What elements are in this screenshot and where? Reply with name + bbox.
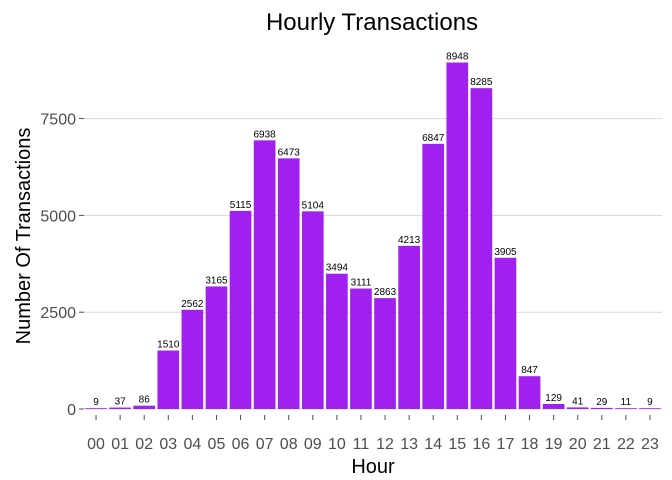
x-tick-label: 13 xyxy=(400,436,418,453)
data-label: 11 xyxy=(621,397,632,408)
x-axis-title: Hour xyxy=(351,456,395,478)
data-label: 37 xyxy=(115,397,127,408)
data-label: 2562 xyxy=(181,299,204,310)
bar xyxy=(205,286,228,409)
data-label: 2863 xyxy=(374,287,397,298)
x-tick-label: 17 xyxy=(497,436,515,453)
bar xyxy=(542,404,565,409)
data-label: 9 xyxy=(647,397,653,408)
x-tick-label: 09 xyxy=(304,436,322,453)
y-axis-title: Number Of Transactions xyxy=(13,128,35,345)
chart-title: Hourly Transactions xyxy=(266,9,478,36)
x-tick-label: 04 xyxy=(183,436,201,453)
y-axis: 0 2500 5000 7500 xyxy=(40,112,84,419)
data-label: 129 xyxy=(545,393,562,404)
x-tick-label: 16 xyxy=(472,436,490,453)
bar xyxy=(181,309,204,409)
data-label: 1510 xyxy=(157,340,180,351)
x-tick-label: 19 xyxy=(545,436,563,453)
bar xyxy=(470,88,493,409)
gridlines xyxy=(84,118,662,410)
x-tick-label: 21 xyxy=(593,436,611,453)
x-tick-label: 01 xyxy=(111,436,129,453)
bar xyxy=(157,350,180,409)
bar xyxy=(85,408,107,409)
x-tick-label: 05 xyxy=(208,436,226,453)
x-tick-label: 03 xyxy=(159,436,177,453)
data-label: 6473 xyxy=(278,147,301,158)
x-tick-label: 23 xyxy=(641,436,659,453)
bar xyxy=(518,376,541,409)
x-axis: 00 01 02 03 04 05 06 07 08 09 10 11 12 13 14 15 16 17 18 19… xyxy=(87,415,659,453)
x-tick-label: 02 xyxy=(135,436,153,453)
x-tick-label: 11 xyxy=(353,436,370,453)
data-label: 9 xyxy=(93,397,99,408)
data-label: 4213 xyxy=(398,235,421,246)
bars xyxy=(85,62,661,410)
y-tick-label: 2500 xyxy=(40,305,76,322)
x-tick-label: 12 xyxy=(376,436,394,453)
y-tick-label: 7500 xyxy=(40,112,76,129)
data-label: 3905 xyxy=(494,247,517,258)
data-label: 86 xyxy=(139,395,151,406)
data-label: 3165 xyxy=(205,275,228,286)
bar xyxy=(615,408,637,409)
x-tick-label: 10 xyxy=(328,436,346,453)
data-label: 6938 xyxy=(254,129,277,140)
bar xyxy=(229,210,252,409)
bar xyxy=(566,407,589,409)
bar xyxy=(446,62,469,409)
x-tick-label: 15 xyxy=(448,436,466,453)
bar xyxy=(422,143,445,410)
x-tick-label: 20 xyxy=(569,436,587,453)
x-tick-label: 06 xyxy=(232,436,250,453)
data-label: 5104 xyxy=(302,200,325,211)
data-label: 6847 xyxy=(422,133,445,144)
y-tick-label: 0 xyxy=(67,402,76,419)
bar xyxy=(590,407,613,409)
bar xyxy=(639,408,661,409)
x-tick-label: 07 xyxy=(256,436,274,453)
bar xyxy=(494,257,517,409)
bar xyxy=(326,273,348,409)
x-tick-label: 14 xyxy=(424,436,442,453)
data-label: 8285 xyxy=(470,77,493,88)
bar xyxy=(350,288,372,409)
data-label: 3494 xyxy=(326,263,349,274)
bar xyxy=(133,405,156,409)
data-label: 3111 xyxy=(351,278,372,289)
x-tick-label: 08 xyxy=(280,436,298,453)
data-label: 29 xyxy=(596,397,608,408)
x-tick-label: 18 xyxy=(521,436,539,453)
bar xyxy=(277,158,300,409)
y-tick-label: 5000 xyxy=(40,208,76,225)
data-label: 41 xyxy=(572,396,584,407)
bar xyxy=(301,211,324,409)
data-label: 8948 xyxy=(446,52,469,63)
bar xyxy=(374,298,396,409)
data-label: 847 xyxy=(521,365,538,376)
bar xyxy=(253,140,276,409)
data-label: 5115 xyxy=(230,200,252,211)
bar xyxy=(398,245,420,409)
x-tick-label: 00 xyxy=(87,436,105,453)
x-tick-label: 22 xyxy=(617,436,635,453)
bar xyxy=(109,407,131,409)
